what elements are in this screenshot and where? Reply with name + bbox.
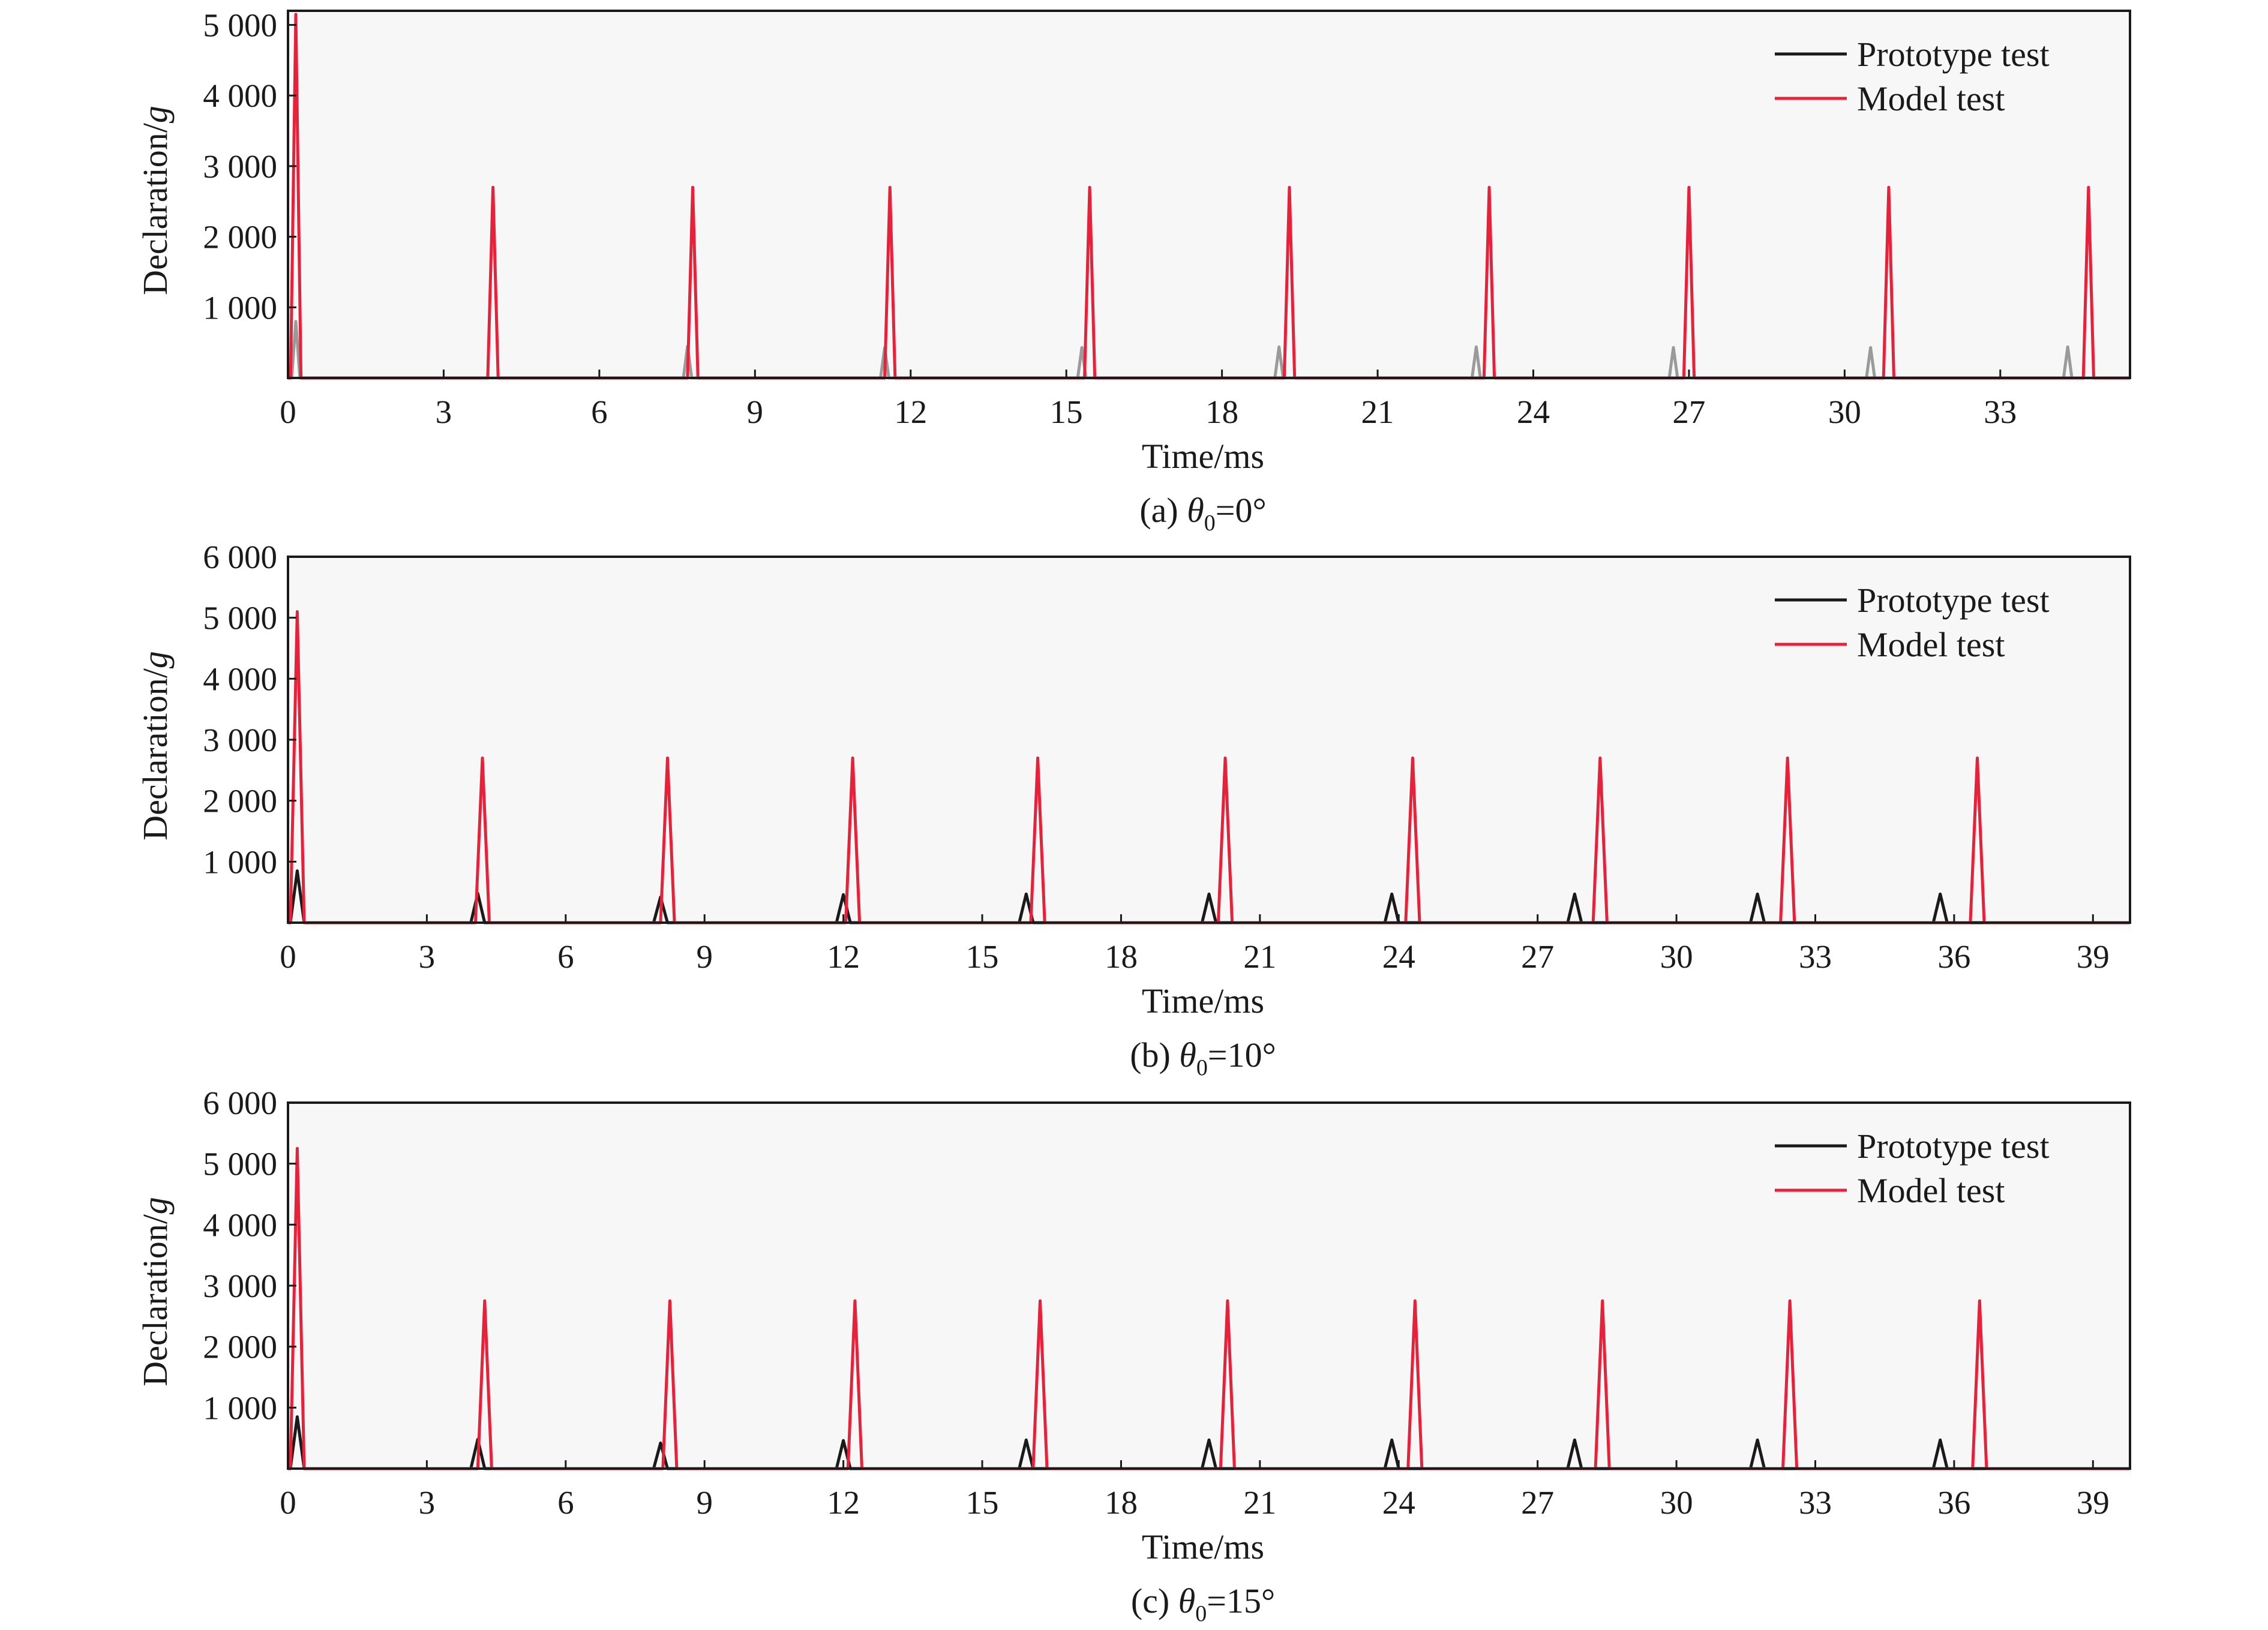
x-tick-label: 6 (557, 938, 574, 975)
x-tick-label: 33 (1984, 394, 2017, 430)
y-tick-label: 2 000 (203, 219, 277, 256)
x-tick-label: 9 (696, 938, 713, 975)
y-tick-label: 4 000 (203, 77, 277, 114)
x-tick-label: 15 (966, 1484, 999, 1521)
y-tick-label: 5 000 (203, 1146, 277, 1182)
x-tick-label: 15 (966, 938, 999, 975)
plot-area (288, 1103, 2130, 1469)
x-tick-label: 27 (1521, 938, 1554, 975)
x-tick-label: 30 (1660, 1484, 1693, 1521)
x-tick-label: 18 (1105, 938, 1138, 975)
x-tick-label: 6 (557, 1484, 574, 1521)
y-tick-label: 3 000 (203, 722, 277, 758)
y-tick-label: 4 000 (203, 1206, 277, 1243)
plot-area (288, 11, 2130, 378)
x-tick-label: 21 (1361, 394, 1394, 430)
y-tick-label: 1 000 (203, 843, 277, 880)
x-tick-label: 6 (591, 394, 608, 430)
panel-caption: (b) θ0=10° (1130, 1035, 1276, 1080)
x-tick-label: 9 (696, 1484, 713, 1521)
y-tick-label: 2 000 (203, 1329, 277, 1365)
x-tick-label: 24 (1517, 394, 1550, 430)
plot-frame (287, 10, 2131, 379)
x-tick-label: 12 (827, 938, 860, 975)
x-tick-label: 21 (1243, 1484, 1276, 1521)
legend: Prototype test Model test (1775, 581, 2050, 664)
legend-label-prototype: Prototype test (1857, 35, 2050, 74)
legend-label-model: Model test (1857, 625, 2005, 664)
panel-caption: (a) θ0=0° (1139, 491, 1266, 536)
y-tick-label: 3 000 (203, 1268, 277, 1304)
x-axis-title: Time/ms (1142, 1527, 1264, 1566)
legend-label-prototype: Prototype test (1857, 1127, 2050, 1166)
y-axis-title: Declaration/g (136, 1197, 175, 1386)
x-tick-label: 18 (1105, 1484, 1138, 1521)
x-axis-title: Time/ms (1142, 437, 1264, 476)
x-tick-label: 24 (1382, 1484, 1415, 1521)
series-line-prototype-test (288, 320, 2130, 380)
chart-panel-1: 0 3 6 9 12 15 18 21 24 27 30 33 1 000 2 000 3 000 4 000… (136, 7, 2131, 536)
x-tick-label: 36 (1937, 938, 1970, 975)
legend: Prototype test Model test (1775, 35, 2050, 118)
x-tick-label: 0 (280, 394, 296, 430)
x-tick-label: 39 (2077, 1484, 2110, 1521)
x-tick-label: 27 (1521, 1484, 1554, 1521)
x-tick-label: 0 (280, 938, 296, 975)
x-tick-label: 3 (436, 394, 452, 430)
y-tick-label: 6 000 (203, 1085, 277, 1121)
x-tick-label: 36 (1937, 1484, 1970, 1521)
x-tick-label: 12 (827, 1484, 860, 1521)
x-tick-label: 24 (1382, 938, 1415, 975)
y-tick-label: 5 000 (203, 600, 277, 637)
y-tick-label: 1 000 (203, 1389, 277, 1426)
x-tick-label: 39 (2077, 938, 2110, 975)
x-tick-label: 3 (419, 938, 436, 975)
panel-caption: (c) θ0=15° (1131, 1581, 1275, 1626)
x-tick-label: 30 (1828, 394, 1861, 430)
x-tick-label: 30 (1660, 938, 1693, 975)
x-tick-label: 33 (1799, 1484, 1832, 1521)
x-tick-label: 18 (1205, 394, 1238, 430)
y-axis-title: Declaration/g (136, 106, 175, 295)
y-axis-title: Declaration/g (136, 651, 175, 840)
x-tick-label: 0 (280, 1484, 296, 1521)
y-tick-label: 6 000 (203, 539, 277, 575)
x-tick-label: 33 (1799, 938, 1832, 975)
y-tick-label: 3 000 (203, 148, 277, 185)
plot-area (288, 557, 2130, 923)
x-tick-label: 21 (1243, 938, 1276, 975)
x-tick-label: 27 (1672, 394, 1705, 430)
x-tick-label: 15 (1050, 394, 1083, 430)
legend-label-model: Model test (1857, 1171, 2005, 1210)
y-tick-label: 4 000 (203, 661, 277, 697)
legend-label-prototype: Prototype test (1857, 581, 2050, 620)
y-tick-label: 1 000 (203, 289, 277, 326)
x-tick-label: 12 (894, 394, 927, 430)
legend: Prototype test Model test (1775, 1127, 2050, 1210)
y-tick-label: 2 000 (203, 783, 277, 819)
y-tick-label: 5 000 (203, 7, 277, 44)
legend-label-model: Model test (1857, 79, 2005, 118)
x-axis-title: Time/ms (1142, 981, 1264, 1020)
x-tick-label: 9 (747, 394, 764, 430)
x-tick-label: 3 (419, 1484, 436, 1521)
